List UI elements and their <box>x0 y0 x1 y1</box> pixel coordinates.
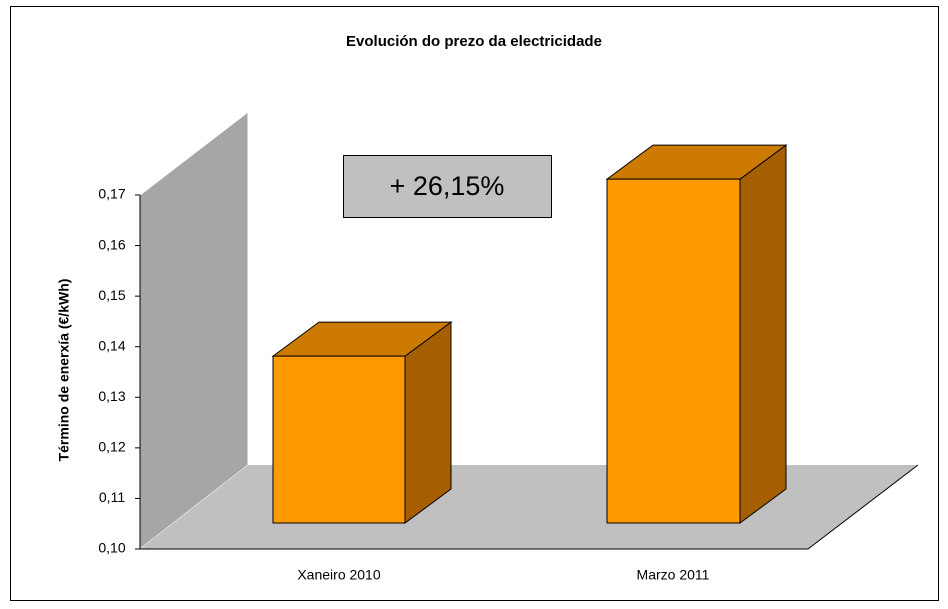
chart-title: Evolución do prezo da electricidade <box>346 33 602 50</box>
y-tick-label: 0,15 <box>98 287 125 303</box>
y-tick-label: 0,10 <box>98 540 125 556</box>
y-axis-label: Término de enerxía (€/kWh) <box>56 279 72 462</box>
y-tick-label: 0,11 <box>99 489 125 505</box>
floor-edge <box>140 464 919 550</box>
bar <box>606 178 741 524</box>
y-tick-label: 0,16 <box>98 236 125 252</box>
y-tick-label: 0,12 <box>98 439 125 455</box>
y-tick-label: 0,14 <box>98 337 125 353</box>
bar-side <box>739 144 787 524</box>
y-tick-label: 0,13 <box>98 388 125 404</box>
annotation: + 26,15% <box>390 171 505 201</box>
x-tick-label: Marzo 2011 <box>637 567 710 583</box>
x-tick-label: Xaneiro 2010 <box>297 567 381 583</box>
bar <box>272 355 406 524</box>
annotation-box <box>343 155 552 218</box>
y-tick-label: 0,17 <box>98 186 125 202</box>
bar-side <box>404 321 452 524</box>
floor <box>140 465 918 549</box>
